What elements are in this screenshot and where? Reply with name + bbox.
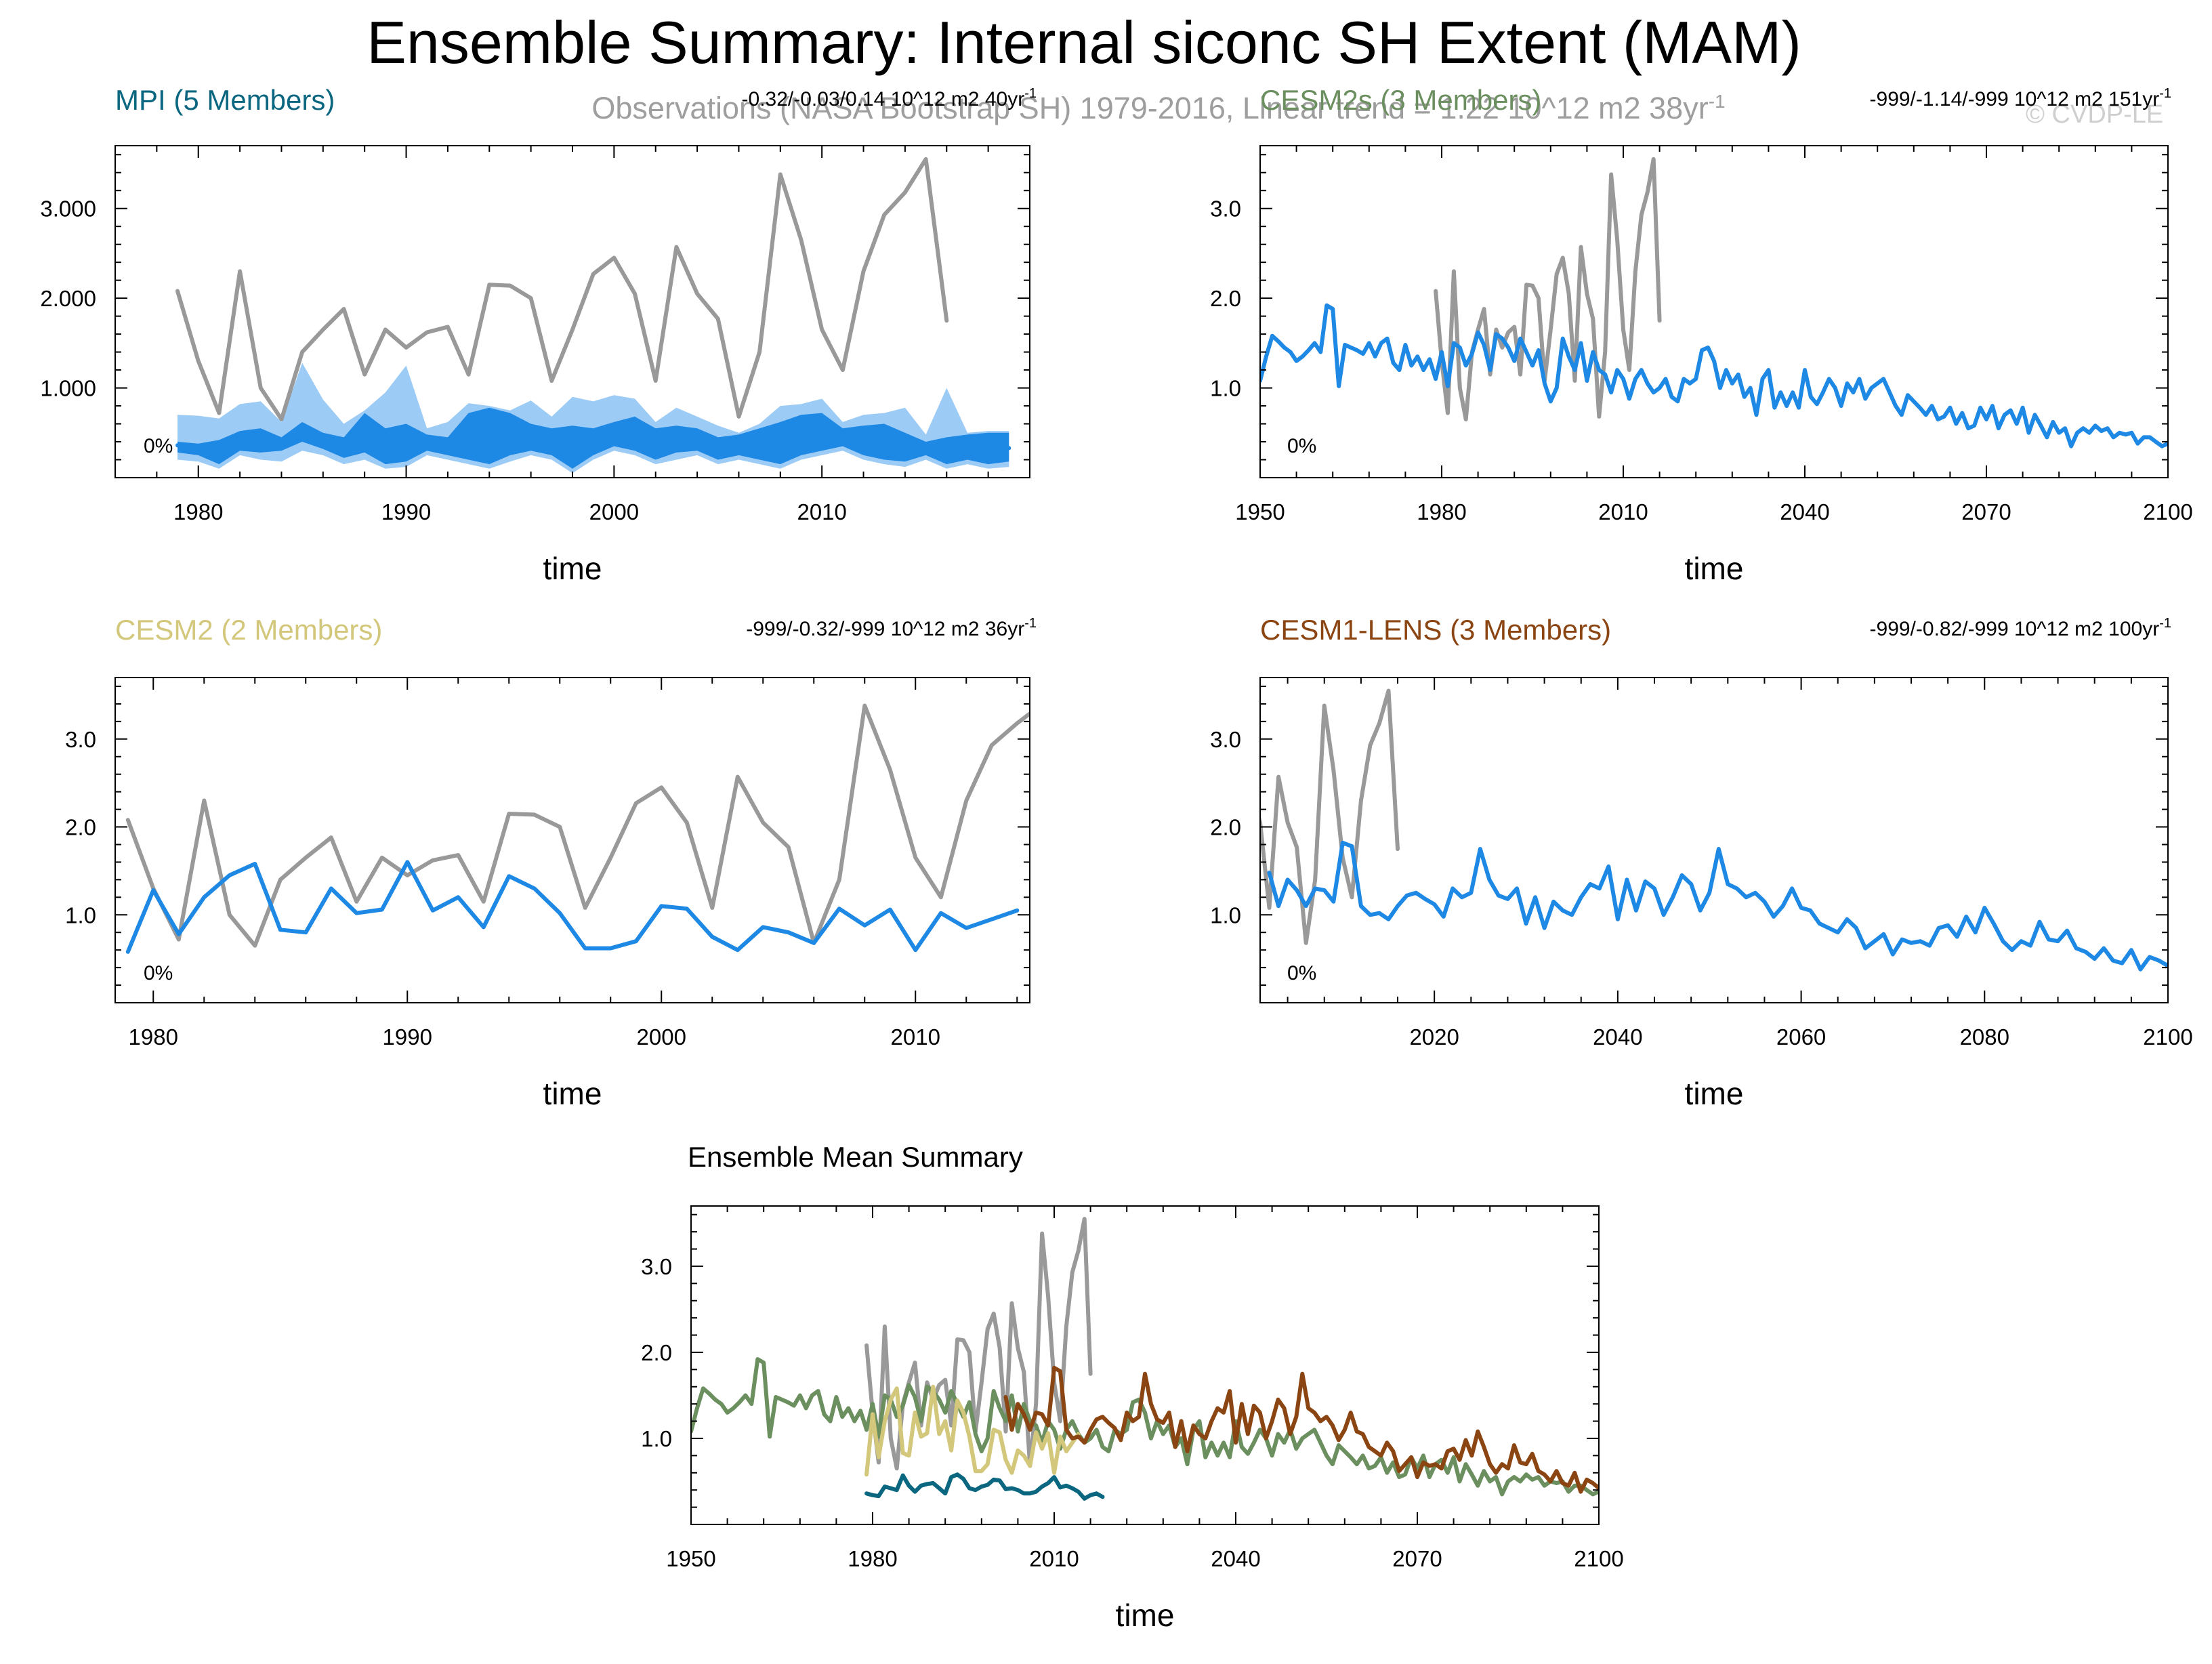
y-tick-label: 2.0 <box>65 815 96 840</box>
chart-title: Ensemble Mean Summary <box>688 1141 1023 1173</box>
observations-caption-sup: -1 <box>1708 91 1726 112</box>
y-tick-label: 1.0 <box>65 902 96 928</box>
x-tick-label: 1950 <box>666 1546 715 1571</box>
chart-stats: -0.32/-0.03/0.14 10^12 m2 40yr-1 <box>742 86 1037 110</box>
chart-ensmean: Ensemble Mean Summary 1950 1980 2010 2040 207… <box>641 1141 1624 1633</box>
series-observations <box>175 157 949 421</box>
figure-title: Ensemble Summary: Internal siconc SH Ext… <box>367 9 1801 76</box>
series-cesm2 <box>864 1384 1081 1477</box>
x-tick-label: 2070 <box>1961 499 2011 524</box>
x-tick-label: 1990 <box>381 499 431 524</box>
x-tick-label: 2070 <box>1392 1546 1442 1571</box>
x-axis-label: time <box>1116 1598 1175 1633</box>
chart-title: CESM2s (3 Members) <box>1260 84 1541 116</box>
x-tick-label: 2000 <box>589 499 639 524</box>
chart-stats-sup: -1 <box>1024 86 1037 101</box>
y-tick-label: 2.0 <box>641 1340 672 1365</box>
x-axis-label: time <box>543 551 602 586</box>
chart-title: MPI (5 Members) <box>115 84 335 116</box>
y-tick-label: 3.0 <box>1210 727 1241 752</box>
chart-cesm1: CESM1-LENS (3 Members) -999/-0.82/-999 10… <box>1210 614 2193 1111</box>
series-mpi <box>864 1472 1105 1501</box>
percent-label: 0% <box>1287 435 1316 457</box>
x-tick-label: 2100 <box>2143 499 2192 524</box>
series-observations <box>1260 688 1400 945</box>
credit-label: © CVDP-LE <box>2026 100 2164 129</box>
plot-frame <box>690 1205 1600 1525</box>
x-tick-label: 2010 <box>1029 1546 1079 1571</box>
chart-stats-text: -999/-0.32/-999 10^12 m2 36yr <box>746 618 1024 640</box>
x-tick-label: 2020 <box>1409 1024 1459 1049</box>
y-tick-label: 3.0 <box>1210 196 1241 222</box>
x-tick-label: 2040 <box>1780 499 1829 524</box>
chart-stats-sup: -1 <box>2159 616 2171 631</box>
x-axis-label: time <box>543 1076 602 1111</box>
x-tick-label: 2040 <box>1593 1024 1642 1049</box>
chart-stats-sup: -1 <box>1024 616 1037 631</box>
percent-label: 0% <box>1287 962 1316 984</box>
chart-stats: -999/-0.82/-999 10^12 m2 100yr-1 <box>1870 616 2171 640</box>
series-member-1 <box>125 860 1020 954</box>
plot-area <box>691 1217 1599 1501</box>
chart-stats-text: -0.32/-0.03/0.14 10^12 m2 40yr <box>742 88 1025 110</box>
percent-label: 0% <box>144 435 173 457</box>
series-observations <box>1434 157 1662 421</box>
x-tick-label: 2010 <box>891 1024 940 1049</box>
observations-caption: Observations (NASA Bootstrap SH) 1979-20… <box>379 91 1938 126</box>
x-axis-label: time <box>1685 1076 1744 1111</box>
y-tick-label: 2.0 <box>1210 286 1241 311</box>
plot-area <box>1260 688 2168 972</box>
series-member-1 <box>1260 303 2168 449</box>
y-tick-label: 1.0 <box>1210 902 1241 928</box>
y-tick-label: 3.0 <box>65 727 96 752</box>
chart-stats: -999/-0.32/-999 10^12 m2 36yr-1 <box>746 616 1037 640</box>
chart-title: CESM2 (2 Members) <box>115 614 382 646</box>
x-axis-label: time <box>1685 551 1744 586</box>
x-tick-label: 1950 <box>1235 499 1285 524</box>
chart-title: CESM1-LENS (3 Members) <box>1260 614 1611 646</box>
y-tick-label: 3.0 <box>641 1254 672 1279</box>
y-tick-label: 2.000 <box>40 286 96 311</box>
plot-area <box>1260 157 2168 449</box>
x-tick-label: 1990 <box>383 1024 432 1049</box>
plot-frame <box>1259 145 2169 478</box>
chart-cesm2: CESM2 (2 Members) -999/-0.32/-999 10^12 m… <box>65 614 1037 1111</box>
x-tick-label: 2000 <box>637 1024 686 1049</box>
x-tick-label: 2060 <box>1776 1024 1826 1049</box>
x-tick-label: 1980 <box>173 499 223 524</box>
chart-stats-sup: -1 <box>2159 86 2171 101</box>
chart-mpi: MPI (5 Members) -0.32/-0.03/0.14 10^12 m2… <box>40 84 1037 586</box>
chart-stats-text: -999/-0.82/-999 10^12 m2 100yr <box>1870 618 2160 640</box>
chart-stats-text: -999/-1.14/-999 10^12 m2 151yr <box>1870 88 2160 110</box>
plot-frame <box>1259 677 2169 1003</box>
series-observations <box>125 703 1030 948</box>
x-tick-label: 2100 <box>1574 1546 1623 1571</box>
chart-stats: -999/-1.14/-999 10^12 m2 151yr-1 <box>1870 86 2171 110</box>
y-tick-label: 3.000 <box>40 196 96 222</box>
series-cesm2s <box>691 1357 1599 1497</box>
x-tick-label: 2040 <box>1211 1546 1260 1571</box>
x-tick-label: 2010 <box>1598 499 1648 524</box>
y-tick-label: 1.0 <box>1210 376 1241 401</box>
series-ensemble-mean <box>175 423 1011 453</box>
percent-label: 0% <box>144 962 173 984</box>
plot-frame <box>114 677 1030 1003</box>
x-tick-label: 2010 <box>797 499 846 524</box>
series-cesm1-lens <box>1003 1365 1599 1494</box>
y-tick-label: 1.000 <box>40 376 96 401</box>
x-tick-label: 2100 <box>2143 1024 2192 1049</box>
x-tick-label: 1980 <box>848 1546 897 1571</box>
x-tick-label: 1980 <box>129 1024 178 1049</box>
y-tick-label: 1.0 <box>641 1426 672 1451</box>
series-member-1 <box>1267 840 2168 972</box>
observations-caption-text: Observations (NASA Bootstrap SH) 1979-20… <box>591 91 1709 125</box>
plot-area <box>125 703 1030 954</box>
plot-area <box>175 157 1011 474</box>
y-tick-label: 2.0 <box>1210 815 1241 840</box>
chart-cesm2s: CESM2s (3 Members) -999/-1.14/-999 10^12 … <box>1210 84 2193 586</box>
x-tick-label: 1980 <box>1417 499 1466 524</box>
x-tick-label: 2080 <box>1960 1024 2009 1049</box>
